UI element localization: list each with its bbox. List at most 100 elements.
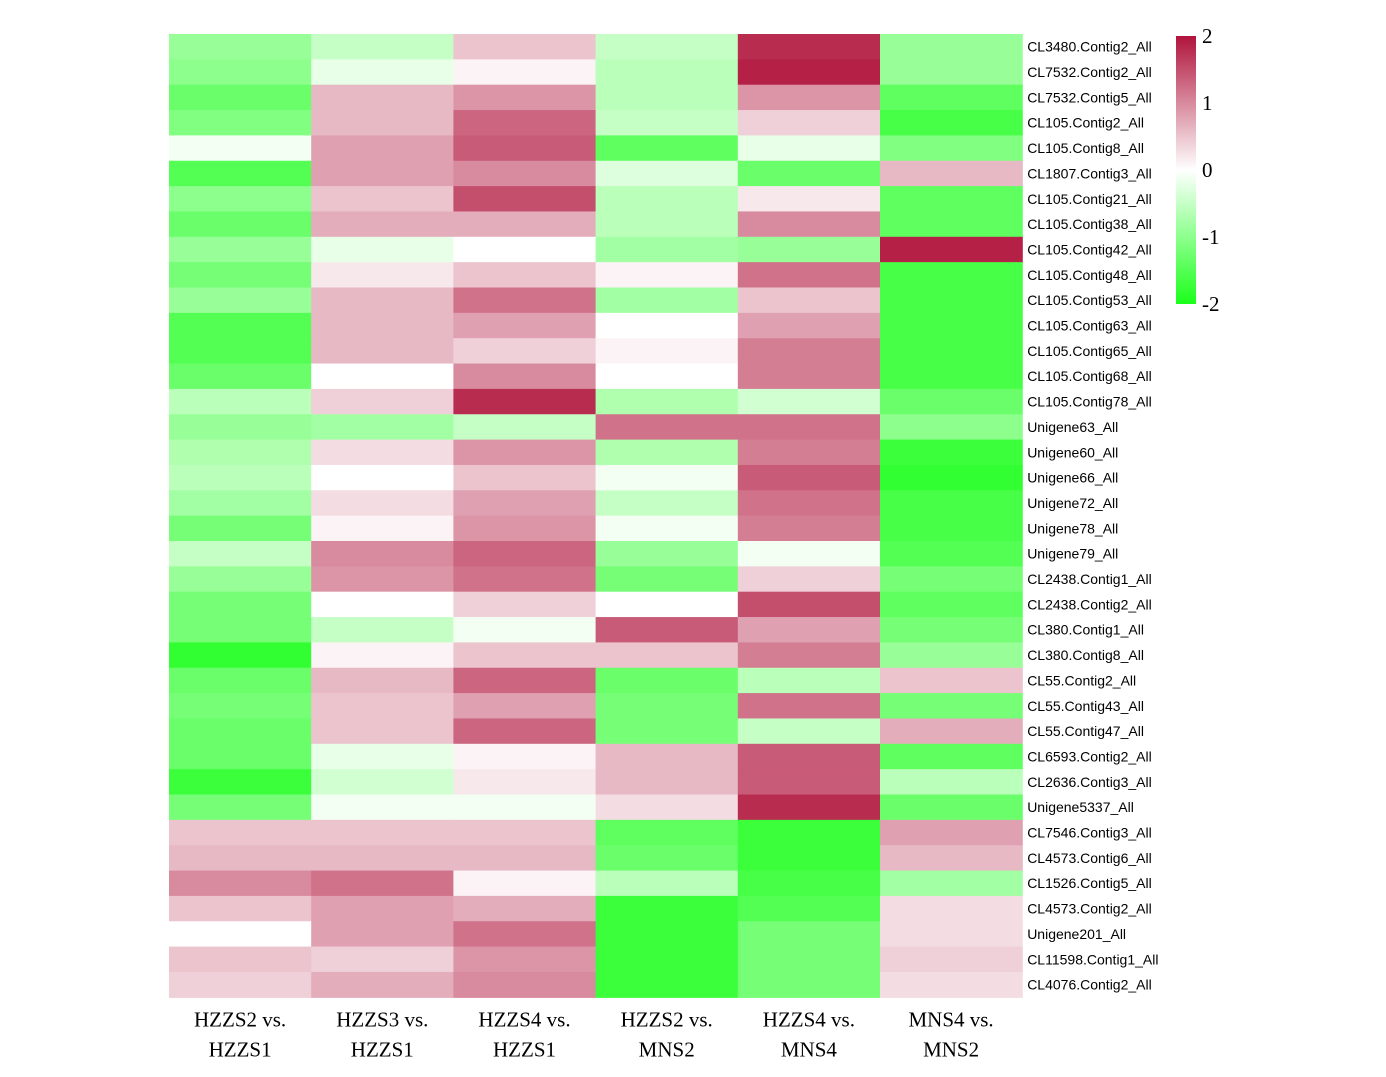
column-label: MNS4 vs. (908, 1007, 993, 1031)
heatmap-cell (595, 439, 739, 466)
heatmap-cell (880, 642, 1023, 669)
column-label: HZZS3 vs. (336, 1007, 428, 1031)
heatmap-cell (880, 312, 1023, 339)
row-label: Unigene63_All (1027, 419, 1118, 435)
heatmap-cell (169, 642, 312, 669)
heatmap-cell (595, 819, 739, 846)
column-label: MNS4 (781, 1037, 838, 1061)
row-label: CL6593.Contig2_All (1027, 748, 1152, 764)
column-label: MNS2 (639, 1037, 695, 1061)
heatmap-cell (311, 895, 454, 922)
heatmap-cell (880, 845, 1023, 872)
heatmap-cell (169, 338, 312, 365)
heatmap-cell (311, 312, 454, 339)
heatmap-cell (453, 160, 597, 187)
heatmap-cell (311, 921, 454, 948)
heatmap-cell (311, 464, 454, 491)
heatmap-cell (880, 464, 1023, 491)
heatmap-cell (453, 921, 597, 948)
heatmap-cell (880, 338, 1023, 365)
heatmap-cell (453, 769, 597, 796)
heatmap-cell (169, 541, 312, 567)
heatmap-cell (880, 895, 1023, 922)
heatmap-cell (311, 59, 454, 86)
heatmap-cell (453, 794, 597, 821)
heatmap-cell (595, 693, 739, 720)
heatmap-cell (737, 971, 881, 998)
heatmap-cell (453, 718, 597, 745)
heatmap-cell (880, 718, 1023, 745)
heatmap-cell (311, 541, 454, 567)
heatmap-cell (880, 693, 1023, 720)
row-label: CL7532.Contig2_All (1027, 64, 1152, 80)
heatmap-cell (453, 667, 597, 694)
row-labels: CL3480.Contig2_All CL7532.Contig2_All CL75… (1027, 39, 1158, 993)
heatmap-cell (311, 414, 454, 441)
heatmap-cell (453, 693, 597, 720)
heatmap-cell (311, 667, 454, 694)
heatmap-cell (737, 541, 881, 567)
heatmap-cell (880, 591, 1023, 618)
column-labels: HZZS2 vs. HZZS1 HZZS3 vs. HZZS1 HZZS4 vs. HZZ… (194, 1007, 994, 1061)
heatmap-cell (453, 84, 597, 111)
heatmap-cell (453, 743, 597, 770)
row-label: CL11598.Contig1_All (1027, 951, 1158, 967)
row-label: CL105.Contig68_All (1027, 368, 1152, 384)
heatmap-cell (453, 845, 597, 872)
heatmap-cell (595, 363, 739, 390)
heatmap-cell (169, 84, 312, 111)
row-label: CL105.Contig2_All (1027, 115, 1144, 131)
heatmap-cell (453, 819, 597, 846)
heatmap-cell (169, 895, 312, 922)
column-label: MNS2 (923, 1037, 979, 1061)
heatmap-cell (737, 236, 881, 263)
row-label: Unigene72_All (1027, 495, 1118, 511)
heatmap-cell (169, 921, 312, 948)
heatmap-cell (453, 59, 597, 86)
heatmap-cell (595, 769, 739, 796)
heatmap-cell (311, 211, 454, 238)
heatmap-cell (453, 971, 597, 998)
row-label: CL2438.Contig1_All (1027, 571, 1152, 587)
heatmap-cell (169, 110, 312, 136)
row-label: CL380.Contig8_All (1027, 647, 1144, 663)
heatmap-cell (453, 439, 597, 466)
heatmap-cell (169, 312, 312, 339)
heatmap-cell (737, 160, 881, 187)
heatmap-cell (453, 262, 597, 289)
heatmap-cell (169, 236, 312, 263)
heatmap-cell (737, 59, 881, 86)
heatmap-cell (595, 895, 739, 922)
heatmap-cell (169, 160, 312, 187)
heatmap-cell (880, 363, 1023, 390)
heatmap-cell (880, 84, 1023, 111)
heatmap-cell (311, 819, 454, 846)
heatmap-cell (169, 591, 312, 618)
heatmap-cell (737, 794, 881, 821)
heatmap-cell (311, 946, 454, 973)
heatmap-cell (595, 160, 739, 187)
heatmap-cell (595, 718, 739, 745)
heatmap-cell (737, 490, 881, 517)
heatmap-cell (737, 414, 881, 441)
heatmap-cell (595, 845, 739, 872)
heatmap-cell (880, 186, 1023, 213)
heatmap-cell (880, 946, 1023, 973)
heatmap-cell (311, 236, 454, 263)
heatmap-cell (453, 617, 597, 643)
heatmap-cell (169, 794, 312, 821)
heatmap-cell (595, 591, 739, 618)
heatmap-cell (169, 718, 312, 745)
heatmap-cell (595, 135, 739, 162)
heatmap-cell (311, 515, 454, 542)
heatmap-cell (737, 363, 881, 390)
heatmap-cell (595, 870, 739, 897)
legend-tick-label: -1 (1202, 225, 1220, 249)
row-label: CL7546.Contig3_All (1027, 825, 1152, 841)
heatmap-cell (737, 769, 881, 796)
heatmap-cell (880, 667, 1023, 694)
heatmap-cell (453, 541, 597, 567)
heatmap-cell (169, 490, 312, 517)
heatmap-cell (595, 211, 739, 238)
heatmap-cell (737, 617, 881, 643)
